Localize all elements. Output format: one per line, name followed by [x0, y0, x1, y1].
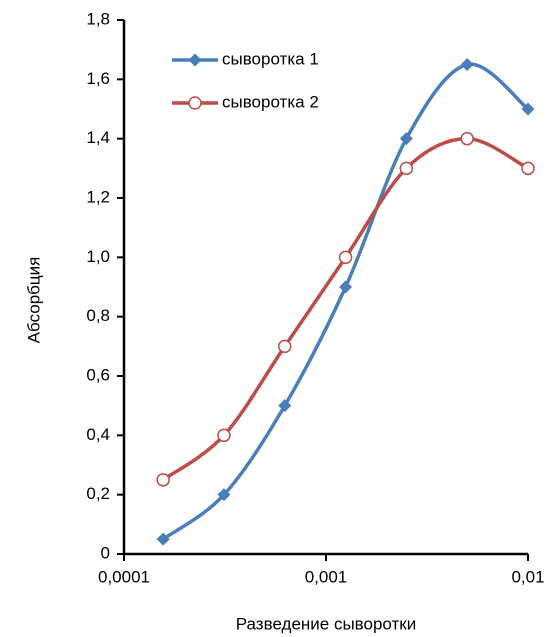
y-tick-label: 0,2	[86, 484, 110, 503]
legend-label: сыворотка 2	[222, 92, 319, 111]
data-point	[278, 339, 292, 354]
y-tick-label: 0,8	[86, 306, 110, 325]
x-tick-label: 0,0001	[98, 567, 150, 586]
series-line	[162, 136, 529, 482]
data-point	[338, 250, 353, 265]
series-line	[162, 62, 530, 541]
legend-marker	[188, 53, 202, 67]
data-point	[399, 132, 413, 146]
data-point	[217, 488, 231, 502]
legend-label: сыворотка 1	[222, 49, 319, 68]
y-tick-label: 1,2	[86, 187, 110, 206]
data-point	[217, 428, 231, 443]
y-tick-label: 0	[101, 543, 110, 562]
y-tick-label: 0,4	[86, 425, 110, 444]
y-axis-title: Абсорбция	[24, 257, 43, 344]
y-tick-label: 1,6	[86, 69, 110, 88]
data-point	[460, 58, 474, 71]
data-point	[278, 399, 292, 413]
y-tick-label: 0,6	[86, 365, 110, 384]
data-point	[399, 161, 414, 176]
data-point	[521, 102, 535, 116]
data-point	[339, 280, 353, 294]
x-tick-label: 0,01	[511, 567, 544, 586]
data-point	[156, 473, 170, 487]
x-tick-label: 0,001	[305, 567, 348, 586]
y-tick-label: 1,0	[86, 247, 110, 266]
data-point	[521, 161, 535, 176]
data-point	[156, 532, 170, 546]
y-tick-label: 1,8	[86, 9, 110, 28]
x-axis-title: Разведение сыворотки	[236, 614, 416, 633]
y-tick-label: 1,4	[86, 128, 110, 147]
data-point	[460, 131, 474, 146]
legend-marker	[188, 96, 202, 110]
